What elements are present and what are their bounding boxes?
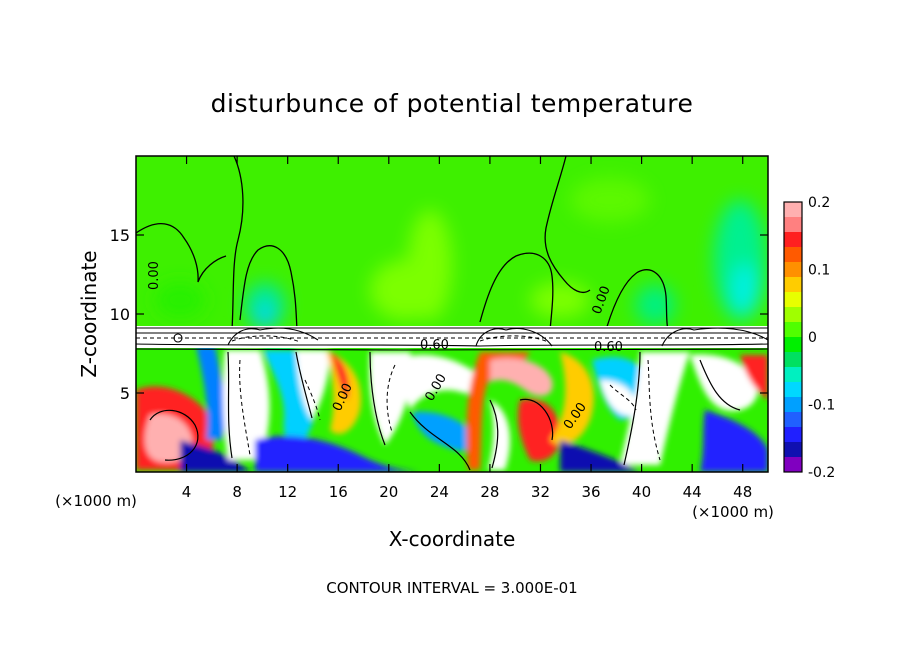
colorbar-tick-label: 0.1 (808, 263, 830, 279)
y-tick-label: 15 (110, 226, 130, 245)
x-tick-label: 20 (379, 483, 398, 501)
colorbar-swatch (784, 292, 802, 308)
colorbar-swatch (784, 202, 802, 218)
colorbar-swatch (784, 337, 802, 353)
x-tick-label: 44 (683, 483, 702, 501)
y-tick-label: 10 (110, 305, 130, 324)
x-tick-label: 8 (232, 483, 242, 501)
x-unit-label-left: (×1000 m) (55, 492, 137, 510)
x-tick-label: 32 (531, 483, 550, 501)
contour-band (135, 326, 769, 351)
colorbar-swatch (784, 397, 802, 413)
colorbar-swatch (784, 322, 802, 338)
colorbar-swatch (784, 382, 802, 398)
colorbar-swatch (784, 367, 802, 383)
colorbar-swatch (784, 232, 802, 248)
x-tick-label: 24 (430, 483, 449, 501)
x-tick-label: 12 (278, 483, 297, 501)
colorbar-swatch (784, 247, 802, 263)
x-tick-label: 4 (182, 483, 192, 501)
x-tick-label: 48 (733, 483, 752, 501)
colorbar-swatch (784, 442, 802, 458)
colorbar-swatch (784, 262, 802, 278)
colorbar-swatch (784, 217, 802, 233)
colorbar: 0.2 0.1 0 -0.1 -0.2 (783, 195, 835, 481)
colorbar-frame (783, 201, 803, 473)
colorbar-swatch (784, 277, 802, 293)
contour-label: 0.60 (594, 340, 623, 355)
colorbar-swatch (784, 427, 802, 443)
colorbar-swatch (784, 307, 802, 323)
y-axis-ticks: 5 10 15 (110, 226, 768, 403)
contour-interval-note: CONTOUR INTERVAL = 3.000E-01 (326, 579, 577, 597)
colorbar-tick-label: -0.1 (808, 398, 835, 414)
chart-title: disturbunce of potential temperature (211, 89, 694, 118)
x-axis-ticks: 4 8 12 16 20 24 28 32 36 40 44 48 (182, 156, 752, 501)
x-axis-title: X-coordinate (389, 527, 516, 551)
y-tick-label: 5 (120, 384, 130, 403)
x-tick-label: 16 (329, 483, 348, 501)
upper-field (136, 156, 768, 326)
colorbar-tick-label: 0.2 (808, 195, 830, 211)
y-axis-title: Z-coordinate (77, 250, 101, 377)
colorbar-swatch (784, 412, 802, 428)
colorbar-swatch (784, 352, 802, 368)
colorbar-tick-label: -0.2 (808, 465, 835, 481)
colorbar-swatch (784, 457, 802, 473)
x-tick-label: 36 (581, 483, 600, 501)
colorbar-tick-label: 0 (808, 330, 817, 346)
x-tick-label: 28 (480, 483, 499, 501)
contour-label: 0.60 (420, 338, 449, 353)
lower-field (136, 346, 768, 472)
x-unit-label-right: (×1000 m) (692, 503, 774, 521)
x-tick-label: 40 (632, 483, 651, 501)
contour-label: 0.00 (147, 261, 162, 290)
